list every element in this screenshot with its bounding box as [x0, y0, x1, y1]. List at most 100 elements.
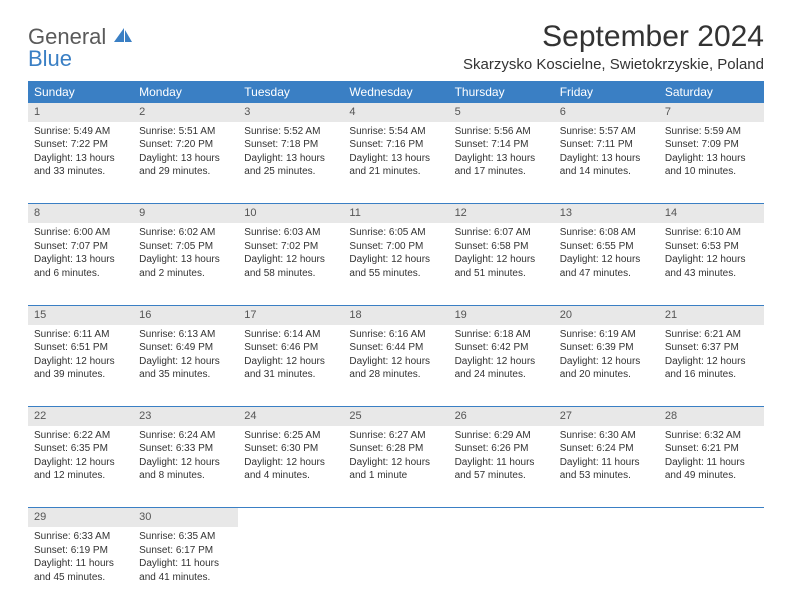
sunrise-line: Sunrise: 5:52 AM — [244, 125, 337, 139]
day-number-cell: 19 — [449, 305, 554, 324]
day-cell: Sunrise: 6:03 AMSunset: 7:02 PMDaylight:… — [238, 223, 343, 305]
sunrise-line: Sunrise: 6:18 AM — [455, 328, 548, 342]
day-number-cell — [238, 508, 343, 527]
day-cell: Sunrise: 6:13 AMSunset: 6:49 PMDaylight:… — [133, 325, 238, 407]
day-number-row: 891011121314 — [28, 204, 764, 223]
day-number-cell: 30 — [133, 508, 238, 527]
day-cell: Sunrise: 6:25 AMSunset: 6:30 PMDaylight:… — [238, 426, 343, 508]
daylight-line1: Daylight: 12 hours — [455, 355, 548, 369]
weekday-header: Monday — [133, 81, 238, 103]
sunset-line: Sunset: 7:20 PM — [139, 138, 232, 152]
day-cell: Sunrise: 6:10 AMSunset: 6:53 PMDaylight:… — [659, 223, 764, 305]
day-cell: Sunrise: 5:51 AMSunset: 7:20 PMDaylight:… — [133, 122, 238, 204]
day-cell — [238, 527, 343, 609]
sunset-line: Sunset: 7:22 PM — [34, 138, 127, 152]
sunset-line: Sunset: 6:33 PM — [139, 442, 232, 456]
daylight-line2: and 17 minutes. — [455, 165, 548, 179]
sunset-line: Sunset: 6:17 PM — [139, 544, 232, 558]
sunset-line: Sunset: 7:11 PM — [560, 138, 653, 152]
sunrise-line: Sunrise: 6:13 AM — [139, 328, 232, 342]
daylight-line1: Daylight: 13 hours — [139, 253, 232, 267]
sunset-line: Sunset: 6:44 PM — [349, 341, 442, 355]
day-number-cell: 17 — [238, 305, 343, 324]
weekday-header-row: SundayMondayTuesdayWednesdayThursdayFrid… — [28, 81, 764, 103]
logo-line2: Blue — [28, 46, 72, 71]
daylight-line2: and 21 minutes. — [349, 165, 442, 179]
daylight-line2: and 58 minutes. — [244, 267, 337, 281]
sunrise-line: Sunrise: 6:00 AM — [34, 226, 127, 240]
day-cell: Sunrise: 6:32 AMSunset: 6:21 PMDaylight:… — [659, 426, 764, 508]
daylight-line2: and 45 minutes. — [34, 571, 127, 585]
daylight-line2: and 2 minutes. — [139, 267, 232, 281]
weekday-header: Thursday — [449, 81, 554, 103]
daylight-line2: and 8 minutes. — [139, 469, 232, 483]
day-number-cell: 9 — [133, 204, 238, 223]
day-number-cell: 16 — [133, 305, 238, 324]
day-number-cell: 20 — [554, 305, 659, 324]
calendar-table: SundayMondayTuesdayWednesdayThursdayFrid… — [28, 81, 764, 609]
day-number-cell: 3 — [238, 103, 343, 122]
sunrise-line: Sunrise: 6:05 AM — [349, 226, 442, 240]
daylight-line2: and 16 minutes. — [665, 368, 758, 382]
day-cell: Sunrise: 6:24 AMSunset: 6:33 PMDaylight:… — [133, 426, 238, 508]
daylight-line2: and 24 minutes. — [455, 368, 548, 382]
daylight-line2: and 47 minutes. — [560, 267, 653, 281]
daylight-line2: and 28 minutes. — [349, 368, 442, 382]
daylight-line1: Daylight: 12 hours — [349, 456, 442, 470]
daylight-line1: Daylight: 13 hours — [34, 152, 127, 166]
day-cell: Sunrise: 6:30 AMSunset: 6:24 PMDaylight:… — [554, 426, 659, 508]
calendar-body: 1234567Sunrise: 5:49 AMSunset: 7:22 PMDa… — [28, 103, 764, 609]
sunset-line: Sunset: 6:37 PM — [665, 341, 758, 355]
sunrise-line: Sunrise: 5:51 AM — [139, 125, 232, 139]
daylight-line1: Daylight: 12 hours — [139, 456, 232, 470]
weekday-header: Friday — [554, 81, 659, 103]
daylight-line2: and 14 minutes. — [560, 165, 653, 179]
daylight-line2: and 6 minutes. — [34, 267, 127, 281]
sunset-line: Sunset: 6:39 PM — [560, 341, 653, 355]
daylight-line2: and 55 minutes. — [349, 267, 442, 281]
sunrise-line: Sunrise: 6:33 AM — [34, 530, 127, 544]
daylight-line1: Daylight: 13 hours — [665, 152, 758, 166]
sunrise-line: Sunrise: 6:32 AM — [665, 429, 758, 443]
day-number-cell — [659, 508, 764, 527]
sunset-line: Sunset: 6:49 PM — [139, 341, 232, 355]
day-cell: Sunrise: 5:49 AMSunset: 7:22 PMDaylight:… — [28, 122, 133, 204]
day-number-row: 22232425262728 — [28, 407, 764, 426]
logo: General Blue — [28, 26, 134, 70]
day-number-cell: 8 — [28, 204, 133, 223]
daylight-line1: Daylight: 13 hours — [455, 152, 548, 166]
day-number-cell: 7 — [659, 103, 764, 122]
day-cell: Sunrise: 6:21 AMSunset: 6:37 PMDaylight:… — [659, 325, 764, 407]
daylight-line2: and 35 minutes. — [139, 368, 232, 382]
sunrise-line: Sunrise: 6:19 AM — [560, 328, 653, 342]
daylight-line1: Daylight: 13 hours — [139, 152, 232, 166]
daylight-line2: and 1 minute — [349, 469, 442, 483]
day-cell: Sunrise: 6:02 AMSunset: 7:05 PMDaylight:… — [133, 223, 238, 305]
daylight-line2: and 57 minutes. — [455, 469, 548, 483]
sunrise-line: Sunrise: 5:57 AM — [560, 125, 653, 139]
day-number-cell: 6 — [554, 103, 659, 122]
daylight-line2: and 4 minutes. — [244, 469, 337, 483]
daylight-line2: and 31 minutes. — [244, 368, 337, 382]
day-number-cell: 2 — [133, 103, 238, 122]
sunset-line: Sunset: 6:46 PM — [244, 341, 337, 355]
daylight-line1: Daylight: 12 hours — [560, 253, 653, 267]
day-cell: Sunrise: 6:19 AMSunset: 6:39 PMDaylight:… — [554, 325, 659, 407]
day-cell: Sunrise: 5:54 AMSunset: 7:16 PMDaylight:… — [343, 122, 448, 204]
sunset-line: Sunset: 6:21 PM — [665, 442, 758, 456]
day-content-row: Sunrise: 6:33 AMSunset: 6:19 PMDaylight:… — [28, 527, 764, 609]
day-number-cell: 1 — [28, 103, 133, 122]
sunset-line: Sunset: 6:30 PM — [244, 442, 337, 456]
day-content-row: Sunrise: 6:00 AMSunset: 7:07 PMDaylight:… — [28, 223, 764, 305]
day-number-cell: 12 — [449, 204, 554, 223]
sunset-line: Sunset: 7:16 PM — [349, 138, 442, 152]
daylight-line1: Daylight: 11 hours — [139, 557, 232, 571]
sunset-line: Sunset: 7:05 PM — [139, 240, 232, 254]
sunset-line: Sunset: 6:55 PM — [560, 240, 653, 254]
daylight-line1: Daylight: 12 hours — [455, 253, 548, 267]
day-number-cell: 14 — [659, 204, 764, 223]
day-number-cell: 4 — [343, 103, 448, 122]
daylight-line2: and 53 minutes. — [560, 469, 653, 483]
sunset-line: Sunset: 7:14 PM — [455, 138, 548, 152]
day-content-row: Sunrise: 5:49 AMSunset: 7:22 PMDaylight:… — [28, 122, 764, 204]
